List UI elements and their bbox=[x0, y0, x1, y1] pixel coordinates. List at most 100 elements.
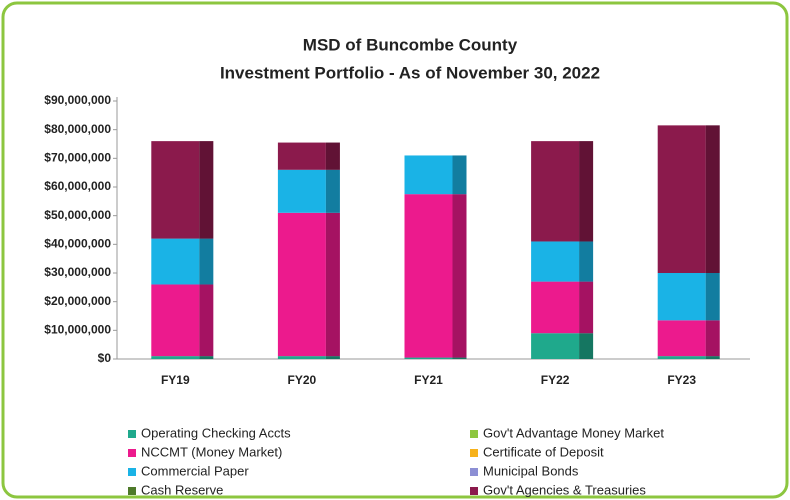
y-tick-label: $80,000,000 bbox=[44, 122, 111, 136]
chart-subtitle: Investment Portfolio - As of November 30… bbox=[220, 63, 600, 82]
legend-label: NCCMT (Money Market) bbox=[141, 444, 282, 459]
bar-side bbox=[705, 125, 720, 273]
y-tick-label: $40,000,000 bbox=[44, 237, 111, 251]
bar-segment bbox=[531, 281, 594, 334]
bar-side-shade bbox=[325, 142, 340, 170]
bar-side bbox=[199, 284, 214, 357]
legend-swatch bbox=[128, 468, 136, 476]
bar-segment bbox=[657, 320, 720, 357]
legend-swatch bbox=[128, 449, 136, 457]
bar-side-shade bbox=[199, 141, 214, 239]
bar-side-shade bbox=[579, 281, 594, 334]
bar-side-shade bbox=[325, 169, 340, 213]
bar-front bbox=[531, 333, 580, 359]
bar-side bbox=[579, 241, 594, 282]
bar-front bbox=[151, 141, 200, 239]
y-tick-label: $30,000,000 bbox=[44, 265, 111, 279]
bar-segment bbox=[404, 194, 467, 358]
y-tick-label: $20,000,000 bbox=[44, 294, 111, 308]
bar-side-shade bbox=[579, 333, 594, 359]
x-tick-label: FY22 bbox=[541, 373, 570, 387]
bar-segment bbox=[657, 356, 720, 359]
bar-side bbox=[705, 320, 720, 357]
legend-swatch bbox=[470, 468, 478, 476]
bar-segment bbox=[531, 333, 594, 359]
bar-segment bbox=[404, 357, 467, 359]
legend-label: Certificate of Deposit bbox=[483, 444, 604, 459]
bar-segment bbox=[151, 284, 214, 357]
legend-swatch bbox=[128, 430, 136, 438]
x-tick-label: FY23 bbox=[667, 373, 696, 387]
bar-side-shade bbox=[452, 155, 467, 195]
bar-side bbox=[325, 356, 340, 359]
bar-segment bbox=[531, 141, 594, 242]
bar-front bbox=[404, 194, 453, 358]
bar-segment bbox=[277, 212, 340, 357]
legend-label: Gov't Agencies & Treasuries bbox=[483, 482, 646, 497]
bar-side bbox=[452, 155, 467, 195]
bar-side bbox=[705, 273, 720, 321]
bar-side-shade bbox=[579, 141, 594, 242]
x-tick-label: FY20 bbox=[288, 373, 317, 387]
bar-side-shade bbox=[705, 125, 720, 273]
bar-segment bbox=[657, 125, 720, 273]
legend-label: Municipal Bonds bbox=[483, 463, 579, 478]
bar-side-shade bbox=[199, 238, 214, 285]
legend-label: Operating Checking Accts bbox=[141, 425, 291, 440]
bar-front bbox=[531, 141, 580, 242]
y-tick-label: $70,000,000 bbox=[44, 151, 111, 165]
bar-side-shade bbox=[705, 356, 720, 359]
legend-label: Cash Reserve bbox=[141, 482, 223, 497]
bar-front bbox=[151, 356, 200, 359]
bar-segment bbox=[151, 238, 214, 285]
bar-front bbox=[657, 273, 706, 321]
bar-side bbox=[325, 169, 340, 213]
bar-segment bbox=[404, 155, 467, 195]
legend-label: Gov't Advantage Money Market bbox=[483, 425, 664, 440]
legend-label: Commercial Paper bbox=[141, 463, 249, 478]
bar-side bbox=[579, 141, 594, 242]
bar-side bbox=[452, 194, 467, 358]
bar-front bbox=[277, 169, 326, 213]
bar-front bbox=[531, 281, 580, 334]
chart-title: MSD of Buncombe County bbox=[303, 35, 518, 54]
bar-side-shade bbox=[325, 212, 340, 357]
bar-front bbox=[277, 356, 326, 359]
bar-side-shade bbox=[452, 357, 467, 359]
x-tick-label: FY21 bbox=[414, 373, 443, 387]
y-tick-label: $0 bbox=[98, 351, 112, 365]
bar-side bbox=[199, 238, 214, 285]
bar-front bbox=[657, 125, 706, 273]
bar-side bbox=[452, 357, 467, 359]
y-tick-label: $50,000,000 bbox=[44, 208, 111, 222]
bar-front bbox=[277, 212, 326, 357]
bar-segment bbox=[277, 142, 340, 170]
legend-swatch bbox=[470, 430, 478, 438]
bar-segment bbox=[657, 273, 720, 321]
bar-front bbox=[151, 284, 200, 357]
y-tick-label: $10,000,000 bbox=[44, 323, 111, 337]
bar-side bbox=[325, 142, 340, 170]
bar-front bbox=[277, 142, 326, 170]
bar-side bbox=[199, 141, 214, 239]
bar-front bbox=[404, 155, 453, 195]
bar-side bbox=[579, 333, 594, 359]
y-tick-label: $90,000,000 bbox=[44, 93, 111, 107]
bar-side bbox=[325, 212, 340, 357]
bar-side-shade bbox=[199, 356, 214, 359]
x-tick-label: FY19 bbox=[161, 373, 190, 387]
bar-side-shade bbox=[705, 273, 720, 321]
legend-swatch bbox=[470, 449, 478, 457]
y-tick-label: $60,000,000 bbox=[44, 179, 111, 193]
bar-segment bbox=[277, 356, 340, 359]
bar-segment bbox=[531, 241, 594, 282]
bar-side-shade bbox=[452, 194, 467, 358]
bar-segment bbox=[151, 356, 214, 359]
bar-front bbox=[151, 238, 200, 285]
bar-segment bbox=[277, 169, 340, 213]
bar-side bbox=[199, 356, 214, 359]
bar-front bbox=[404, 357, 453, 359]
bar-side-shade bbox=[579, 241, 594, 282]
